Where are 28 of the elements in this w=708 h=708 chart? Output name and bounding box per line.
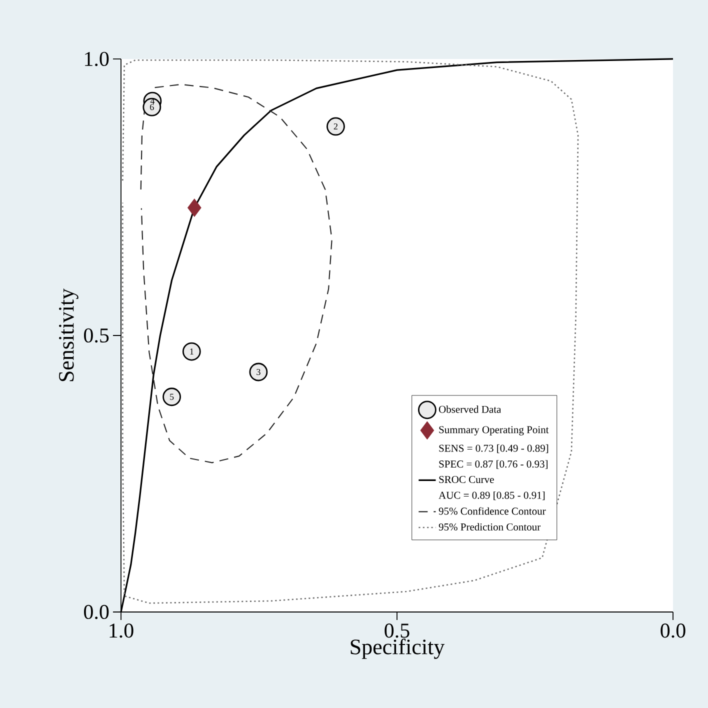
x-tick-label: 0.5 [384, 624, 410, 638]
annotation: 6 [150, 104, 154, 110]
legend-label: Summary Operating Point [439, 426, 549, 436]
point [249, 362, 268, 382]
y-tick-label: 0.5 [84, 328, 109, 343]
annotation: 2 [334, 123, 338, 130]
legend-label: Observed Data [438, 406, 502, 413]
x-tick-label: 1.0 [110, 624, 134, 638]
legend-label: SROC Curve [439, 476, 494, 484]
point [326, 117, 345, 136]
annotation: SPEC = 0.87 [0.76 - 0.93] [439, 460, 548, 469]
line-series [140, 84, 332, 464]
point [182, 342, 201, 361]
line-series [122, 59, 579, 604]
annotation: 1 [190, 348, 194, 354]
annotation: 5 [170, 394, 174, 400]
annotation: AUC = 0.89 [0.85 - 0.91] [438, 491, 545, 500]
annotation: 3 [256, 368, 260, 376]
legend-label: 95% Prediction Contour [438, 523, 541, 531]
y-tick-label: 0.0 [84, 604, 109, 620]
annotation: SENS = 0.73 [0.49 - 0.89] [439, 444, 548, 454]
point [187, 198, 202, 217]
x-axis-title: Specificity [350, 638, 445, 659]
point [162, 388, 181, 406]
legend-label: 95% Confidence Contour [438, 507, 546, 515]
x-tick-label: 0.0 [660, 624, 686, 638]
y-axis-title: Sensitivity [59, 288, 78, 382]
y-tick-label: 1.0 [85, 52, 109, 66]
